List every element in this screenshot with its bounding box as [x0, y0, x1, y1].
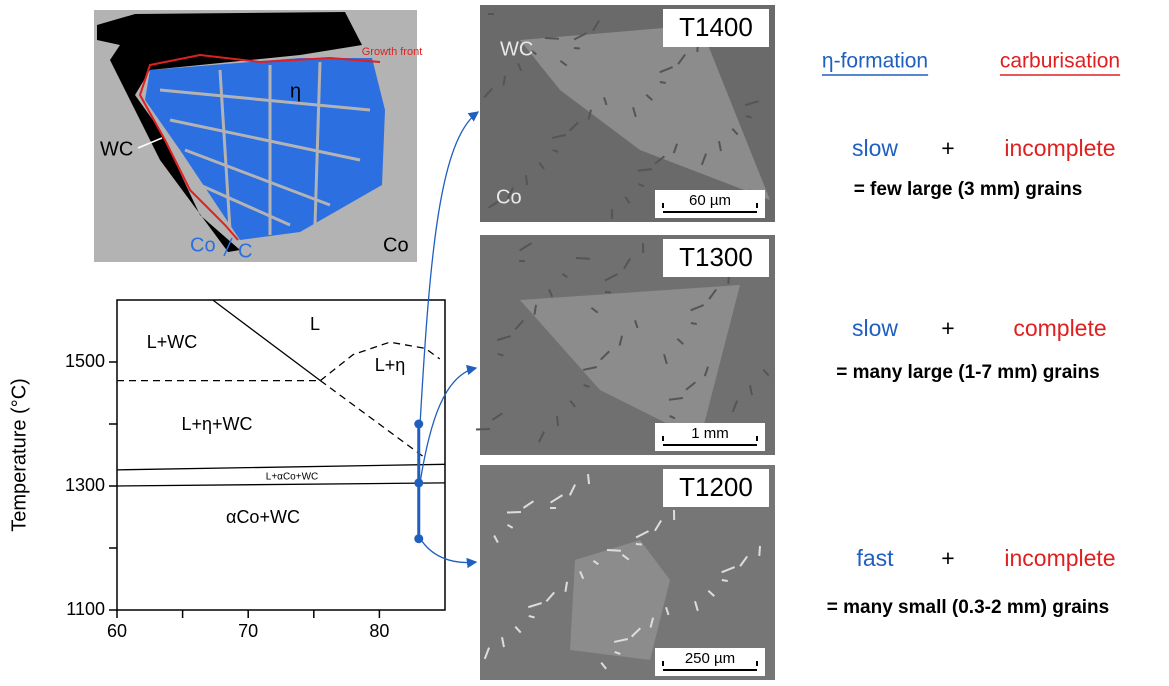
experiment-point [414, 420, 423, 429]
scale-label: 1 mm [691, 425, 729, 442]
region-label: L+η+WC [181, 414, 252, 434]
micrograph-label: T1200 [679, 472, 753, 502]
completeness: incomplete [1004, 135, 1115, 161]
micrographs: T1400 60 µm WC Co T1300 1 mm T1200 250 µm [476, 5, 775, 680]
plus: + [941, 135, 954, 161]
completeness: incomplete [1004, 545, 1115, 571]
micrograph-label: T1300 [679, 242, 753, 272]
eta-label: η [290, 80, 301, 102]
micrograph-label: T1400 [679, 12, 753, 42]
experiment-point [414, 478, 423, 487]
region-label: L+αCo+WC [266, 472, 318, 483]
result: = many small (0.3-2 mm) grains [827, 597, 1109, 618]
x-tick-label: 70 [238, 621, 258, 641]
phase-diagram: Temperature (°C) 60 70 80 1100 1300 1500 L+WC L… [8, 300, 445, 641]
plus: + [941, 545, 954, 571]
texture [673, 510, 675, 520]
column-header: carburisation [1000, 50, 1120, 73]
region-label: L [310, 314, 320, 334]
figure: Growth front η WC Co Co C Temperature (°… [0, 0, 1169, 686]
scale-label: 60 µm [689, 192, 731, 209]
completeness: complete [1013, 315, 1106, 341]
y-axis-label: Temperature (°C) [8, 378, 30, 532]
phase-boundary [117, 483, 445, 486]
y-tick-label: 1500 [65, 351, 105, 371]
co-blue-label: Co [190, 234, 216, 256]
co-label: Co [383, 234, 409, 256]
texture [642, 243, 644, 253]
texture [488, 13, 494, 15]
growth-front-label: Growth front [362, 46, 423, 58]
texture [611, 209, 613, 219]
phase-boundary [117, 464, 445, 470]
scale-label: 250 µm [685, 650, 735, 667]
schematic: Growth front η WC Co Co C [94, 10, 422, 262]
arrows [420, 112, 478, 563]
texture [519, 260, 525, 262]
plus: + [941, 315, 954, 341]
column-header: η-formation [822, 50, 928, 73]
summary: η-formation carburisation slow + incomplete =… [822, 50, 1120, 618]
wc-label: WC [100, 138, 133, 160]
y-tick-label: 1100 [66, 599, 105, 619]
x-tick-label: 80 [369, 621, 389, 641]
phase-boundary [320, 381, 425, 459]
phase-label: WC [500, 38, 533, 60]
texture [550, 507, 556, 509]
rate: fast [856, 545, 894, 571]
result: = many large (1-7 mm) grains [836, 362, 1099, 383]
rate: slow [852, 135, 898, 161]
region-label: L+η [375, 355, 406, 375]
rate: slow [852, 315, 898, 341]
phase-boundary [213, 300, 321, 381]
c-blue-label: C [238, 240, 252, 262]
result: = few large (3 mm) grains [854, 179, 1083, 200]
phase-label: Co [496, 186, 522, 208]
y-tick-label: 1300 [65, 475, 105, 495]
region-label: L+WC [147, 332, 198, 352]
x-tick-label: 60 [107, 621, 127, 641]
region-label: αCo+WC [226, 507, 300, 527]
